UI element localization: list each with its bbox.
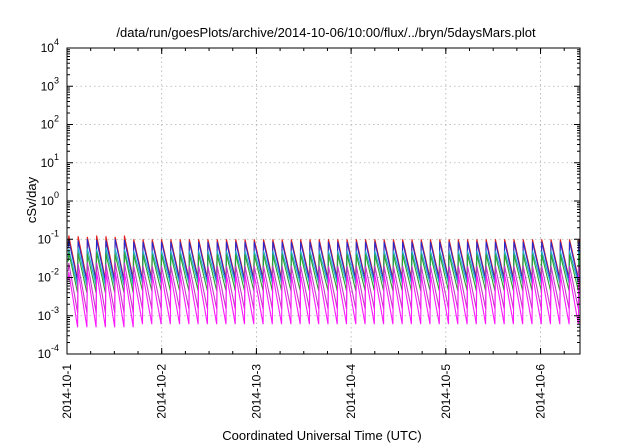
y-tick-label: 100: [41, 190, 59, 208]
x-tick-label: 2014-10-3: [249, 364, 263, 419]
grid: [66, 48, 580, 354]
x-tick-label: 2014-10-2: [155, 364, 169, 419]
chart-title: /data/run/goesPlots/archive/2014-10-06/1…: [116, 25, 536, 40]
y-tick-labels: 10-4 10-3 10-2 10-1 100 101 102 103 104: [38, 37, 59, 361]
x-tick-label: 2014-10-6: [534, 364, 548, 419]
series-line: [67, 270, 581, 328]
y-tick-label: 10-3: [38, 305, 59, 323]
y-tick-label: 10-1: [38, 228, 59, 246]
y-tick-label: 104: [41, 37, 59, 55]
y-axis-title: cSv/day: [24, 176, 39, 223]
y-tick-label: 103: [41, 75, 59, 93]
x-tick-label: 2014-10-4: [344, 364, 358, 419]
axis-ticks: [66, 47, 580, 355]
x-tick-labels: 2014-10-1 2014-10-2 2014-10-3 2014-10-4 2014…: [60, 364, 548, 419]
x-tick-label: 2014-10-1: [60, 364, 74, 419]
series-layer: [67, 235, 581, 328]
y-tick-label: 10-2: [38, 267, 59, 285]
x-axis-title: Coordinated Universal Time (UTC): [222, 428, 421, 443]
y-tick-label: 102: [41, 114, 59, 132]
y-tick-label: 10-4: [38, 343, 59, 361]
x-tick-label: 2014-10-5: [439, 364, 453, 419]
y-tick-label: 101: [41, 152, 59, 170]
